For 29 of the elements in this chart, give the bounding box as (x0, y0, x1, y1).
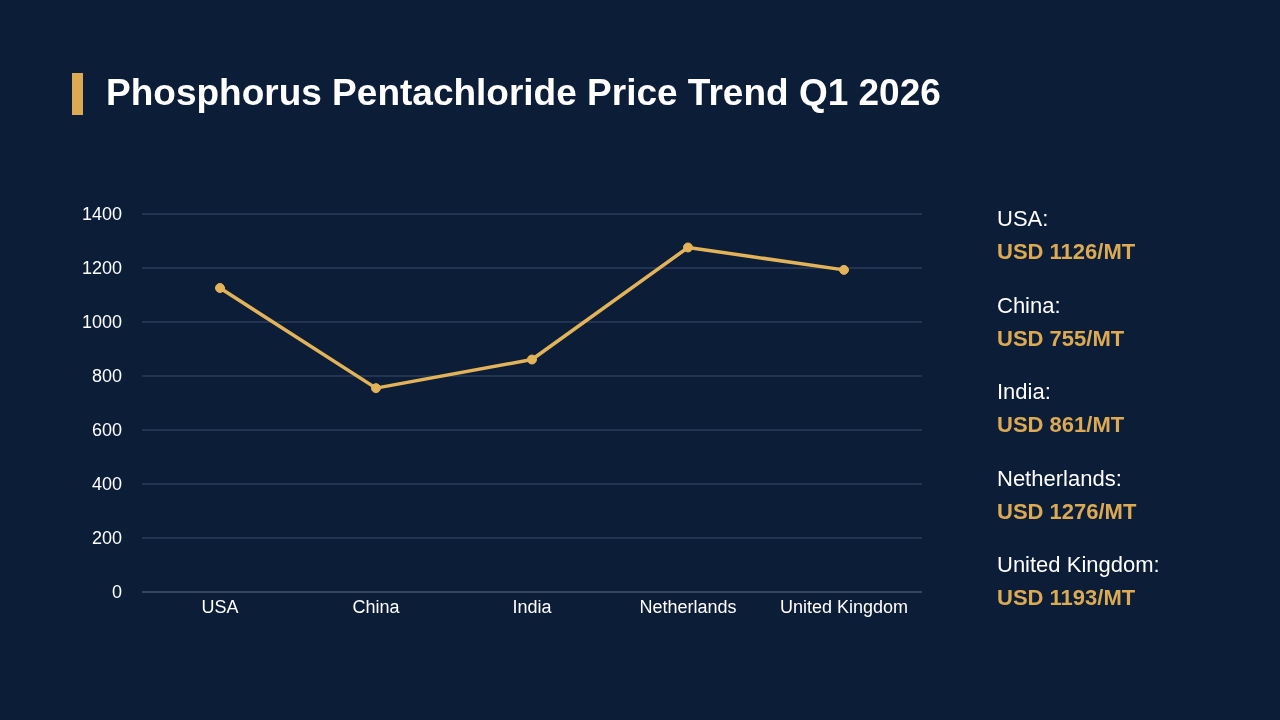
point (215, 282, 225, 293)
chart-title: Phosphorus Pentachloride Price Trend Q1 2026 (106, 71, 941, 115)
x-tick-label: United Kingdom (779, 596, 909, 617)
text: USD 1193/MT (997, 585, 1136, 610)
x-tick-label: China (352, 596, 401, 617)
text: Netherlands: (997, 465, 1122, 491)
point (527, 354, 537, 365)
y-tick-label: 1000 (81, 312, 122, 333)
point (683, 242, 693, 253)
y-tick-label: 200 (91, 528, 122, 549)
text: United Kingdom: (997, 552, 1160, 577)
x-tick-label: India (512, 596, 553, 617)
text: USD 1126/MT (997, 239, 1136, 264)
text: USD 755/MT (997, 325, 1125, 351)
x-tick-label: USA (201, 596, 239, 617)
text: USA: (997, 206, 1049, 231)
y-tick-label: 600 (91, 420, 122, 441)
text: USD 861/MT (997, 412, 1125, 437)
y-tick-label: 400 (91, 474, 122, 495)
y-tick-label: 800 (91, 366, 122, 387)
text: China: (997, 292, 1061, 318)
text: India: (997, 379, 1051, 404)
text: USD 1276/MT (997, 498, 1137, 524)
point (839, 264, 849, 275)
y-tick-label: 0 (111, 582, 122, 603)
y-tick-label: 1200 (81, 258, 122, 279)
x-tick-label: Netherlands (639, 596, 737, 617)
point (371, 383, 381, 394)
y-tick-label: 1400 (81, 204, 122, 225)
